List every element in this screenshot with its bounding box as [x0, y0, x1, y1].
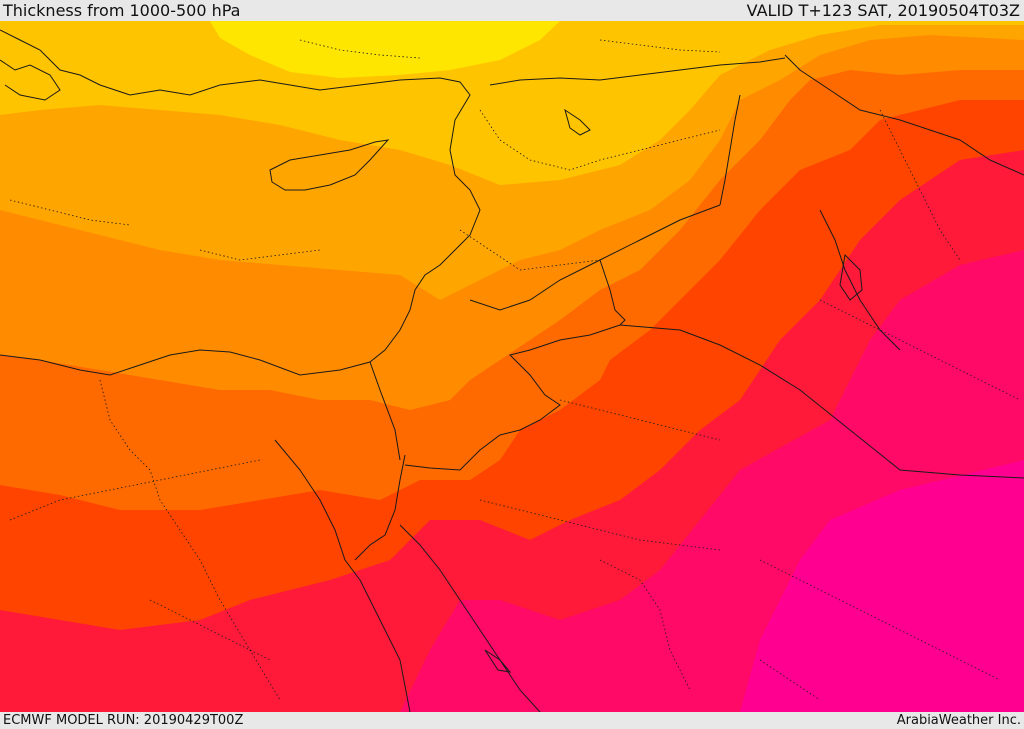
header-bar: Thickness from 1000-500 hPa VALID T+123 … — [0, 0, 1024, 21]
valid-time: VALID T+123 SAT, 20190504T03Z — [746, 1, 1020, 20]
credit: ArabiaWeather Inc. — [896, 713, 1021, 728]
coastlines — [0, 29, 1024, 712]
band-2 — [0, 21, 1024, 185]
country-borders — [369, 57, 1024, 479]
footer-bar: ECMWF MODEL RUN: 20190429T00Z ArabiaWeat… — [0, 712, 1024, 729]
thickness-bands — [0, 21, 1024, 712]
map-title: Thickness from 1000-500 hPa — [3, 1, 241, 20]
thickness-map[interactable] — [0, 21, 1024, 712]
model-run: ECMWF MODEL RUN: 20190429T00Z — [3, 713, 244, 728]
band-1 — [210, 21, 560, 78]
province-borders — [9, 39, 1021, 701]
